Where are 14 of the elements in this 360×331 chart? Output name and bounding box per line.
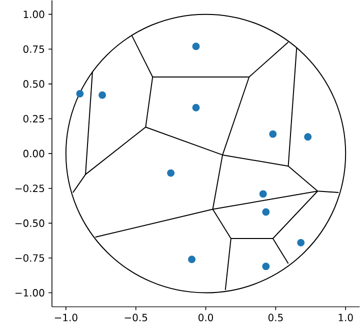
y-tick-label: −0.50 bbox=[15, 220, 44, 228]
x-tick-label: 1.0 bbox=[338, 314, 353, 322]
y-tick-label: 0.50 bbox=[23, 80, 44, 88]
y-tick-label: 0.25 bbox=[23, 115, 44, 123]
x-tick-label: 0.5 bbox=[268, 314, 283, 322]
x-tick-label: −1.0 bbox=[54, 314, 78, 322]
y-tick-label: 0.00 bbox=[23, 150, 44, 158]
y-tick-label: 1.00 bbox=[24, 10, 44, 18]
y-tick-label: −1.00 bbox=[15, 289, 44, 297]
y-tick-label: 0.75 bbox=[23, 46, 44, 54]
y-tick-label: −0.75 bbox=[15, 254, 44, 262]
y-tick-label: −0.25 bbox=[15, 184, 44, 192]
x-tick-label: −0.5 bbox=[124, 314, 148, 322]
x-tick-label: 0.0 bbox=[198, 314, 214, 322]
